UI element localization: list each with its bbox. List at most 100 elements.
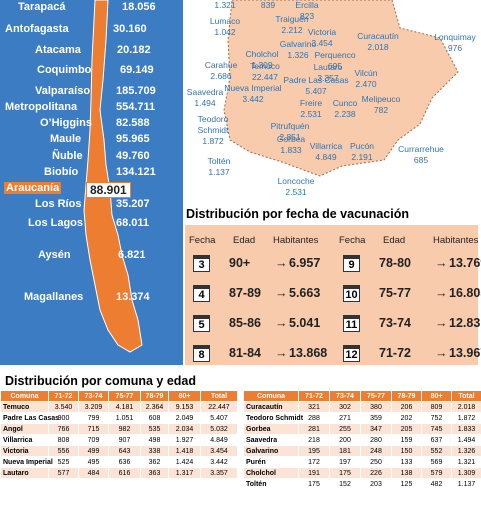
table-cell: 752	[421, 412, 452, 424]
table-row: Purén 172 197 250 133 569 1.321	[243, 456, 481, 468]
region-value: 554.711	[116, 101, 156, 113]
commune-value: 2.851	[279, 132, 301, 142]
column-header: Comuna	[0, 390, 49, 402]
habitantes: 13.967	[449, 346, 481, 360]
commune-label: Lumaco 1.042	[205, 16, 245, 38]
table-cell: 484	[78, 467, 109, 479]
table-cell: 636	[108, 456, 141, 468]
commune-label: Loncoche 2.531	[276, 176, 316, 198]
table-cell: 1.051	[108, 412, 141, 424]
table-cell: 569	[421, 456, 452, 468]
vaccination-table: Comuna 71-72 73-74 75-77 78-79 80+ Total Curaca…	[243, 390, 481, 490]
commune-name: Ercilla	[295, 0, 319, 10]
commune-value: 2.212	[281, 25, 303, 35]
commune-value: 5.407	[305, 86, 327, 96]
region-value: 88.901	[86, 182, 131, 198]
table-cell: 280	[360, 434, 392, 446]
region-value: 35.207	[116, 198, 150, 210]
table-cell: 1.309	[451, 467, 481, 479]
commune-name: Toltén	[207, 156, 231, 166]
commune-label: Traiguén 2.212	[270, 14, 314, 36]
vaccination-table: Comuna 71-72 73-74 75-77 78-79 80+ Total Temuco…	[0, 390, 237, 479]
region-name: Araucanía	[4, 182, 62, 194]
commune-value: 782	[373, 105, 389, 115]
schedule-title: Distribución por fecha de vacunación	[186, 207, 409, 221]
table-cell: 281	[298, 423, 330, 435]
commune-value: 1.321	[214, 0, 236, 10]
commune-value: 2.531	[285, 187, 307, 197]
habitantes: 5.663	[289, 286, 321, 300]
table-row: Victoria 556 499 643 338 1.418 3.454	[0, 445, 237, 457]
table-cell: 197	[329, 456, 361, 468]
habitantes: 6.957	[289, 256, 321, 270]
region-name: Los Lagos	[28, 217, 84, 229]
table-cell: 4.181	[108, 401, 141, 413]
commune-name: Pitrufquén	[270, 121, 310, 131]
commune-value: 3.454	[311, 38, 333, 48]
table-cell: 255	[329, 423, 361, 435]
table-cell: Nueva Imperial	[0, 456, 53, 468]
commune-name: Carahue	[204, 60, 238, 70]
table-row: Teodoro Schmidt 288 271 359 202 752 1.872	[243, 412, 481, 424]
commune-name: Curacautín	[357, 31, 399, 41]
commune-name: Loncoche	[277, 176, 315, 186]
commune-label: Curacautín 2.018	[353, 31, 403, 53]
commune-label: Pitrufquén 2.851	[260, 121, 320, 143]
age-range: 75-77	[379, 286, 411, 300]
table-right-wrap: Comuna 71-72 73-74 75-77 78-79 80+ Total Curaca…	[243, 390, 481, 509]
region-value: 30.160	[113, 23, 147, 35]
commune-name: Temuco	[250, 61, 280, 71]
arrow: →	[435, 286, 448, 300]
age-range: 73-74	[379, 316, 411, 330]
table-cell: 362	[140, 456, 169, 468]
table-cell: 809	[421, 401, 452, 413]
table-cell: 248	[360, 445, 392, 457]
table-cell: Saavedra	[243, 434, 299, 446]
habitantes: 5.041	[289, 316, 321, 330]
commune-value: 839	[260, 0, 276, 10]
table-row: Villarrica 808 709 907 498 1.927 4.849	[0, 434, 237, 446]
table-cell: 4.849	[200, 434, 237, 446]
calendar-icon: 11	[343, 315, 360, 332]
table-cell: 150	[391, 445, 422, 457]
commune-value: 2.470	[355, 79, 377, 89]
table-row: Gorbea 281 255 347 205 745 1.833	[243, 423, 481, 435]
calendar-icon: 10	[343, 285, 360, 302]
commune-name: Currarrehue	[398, 144, 444, 154]
commune-name: Cunco	[332, 98, 358, 108]
column-header: 73-74	[78, 390, 109, 402]
commune-label: Cholchol 1.309	[232, 49, 292, 71]
commune-label: Padre Las Casas 5.407	[281, 75, 351, 97]
table-cell: 347	[360, 423, 392, 435]
table-cell: 1.317	[168, 467, 201, 479]
table-row: Saavedra 218 200 280 159 637 1.494	[243, 434, 481, 446]
table-cell: 1.424	[168, 456, 201, 468]
commune-label: Temuco 22.447	[245, 61, 285, 83]
commune-label: Galvarino 1.326	[276, 39, 320, 61]
table-row: Galvarino 195 181 248 150 552 1.326	[243, 445, 481, 457]
commune-value: 1.833	[280, 145, 302, 155]
table-cell: 202	[391, 412, 422, 424]
region-value: 69.149	[120, 64, 154, 76]
arrow: →	[275, 286, 288, 300]
region-value: 49.760	[116, 150, 150, 162]
region-name: Valparaíso	[35, 85, 91, 97]
commune-label: Freire 2.531	[296, 98, 326, 120]
commune-label: 1.321	[205, 0, 245, 11]
region-name: Maule	[50, 133, 82, 145]
table-cell: 1.833	[451, 423, 481, 435]
column-header: Total	[200, 390, 237, 402]
table-cell: 808	[48, 434, 79, 446]
table-cell: 159	[391, 434, 422, 446]
table-cell: Purén	[243, 456, 299, 468]
table-cell: 288	[298, 412, 330, 424]
age-range: 87-89	[229, 286, 261, 300]
region-name: Magallanes	[24, 291, 84, 303]
commune-name: Saavedra	[186, 87, 224, 97]
table-cell: 3.442	[200, 456, 237, 468]
commune-label: Cunco 2.238	[330, 98, 360, 120]
table-cell: 1.418	[168, 445, 201, 457]
commune-name: Traiguén	[275, 14, 309, 24]
age-range: 71-72	[379, 346, 411, 360]
region-value: 13.374	[116, 291, 150, 303]
